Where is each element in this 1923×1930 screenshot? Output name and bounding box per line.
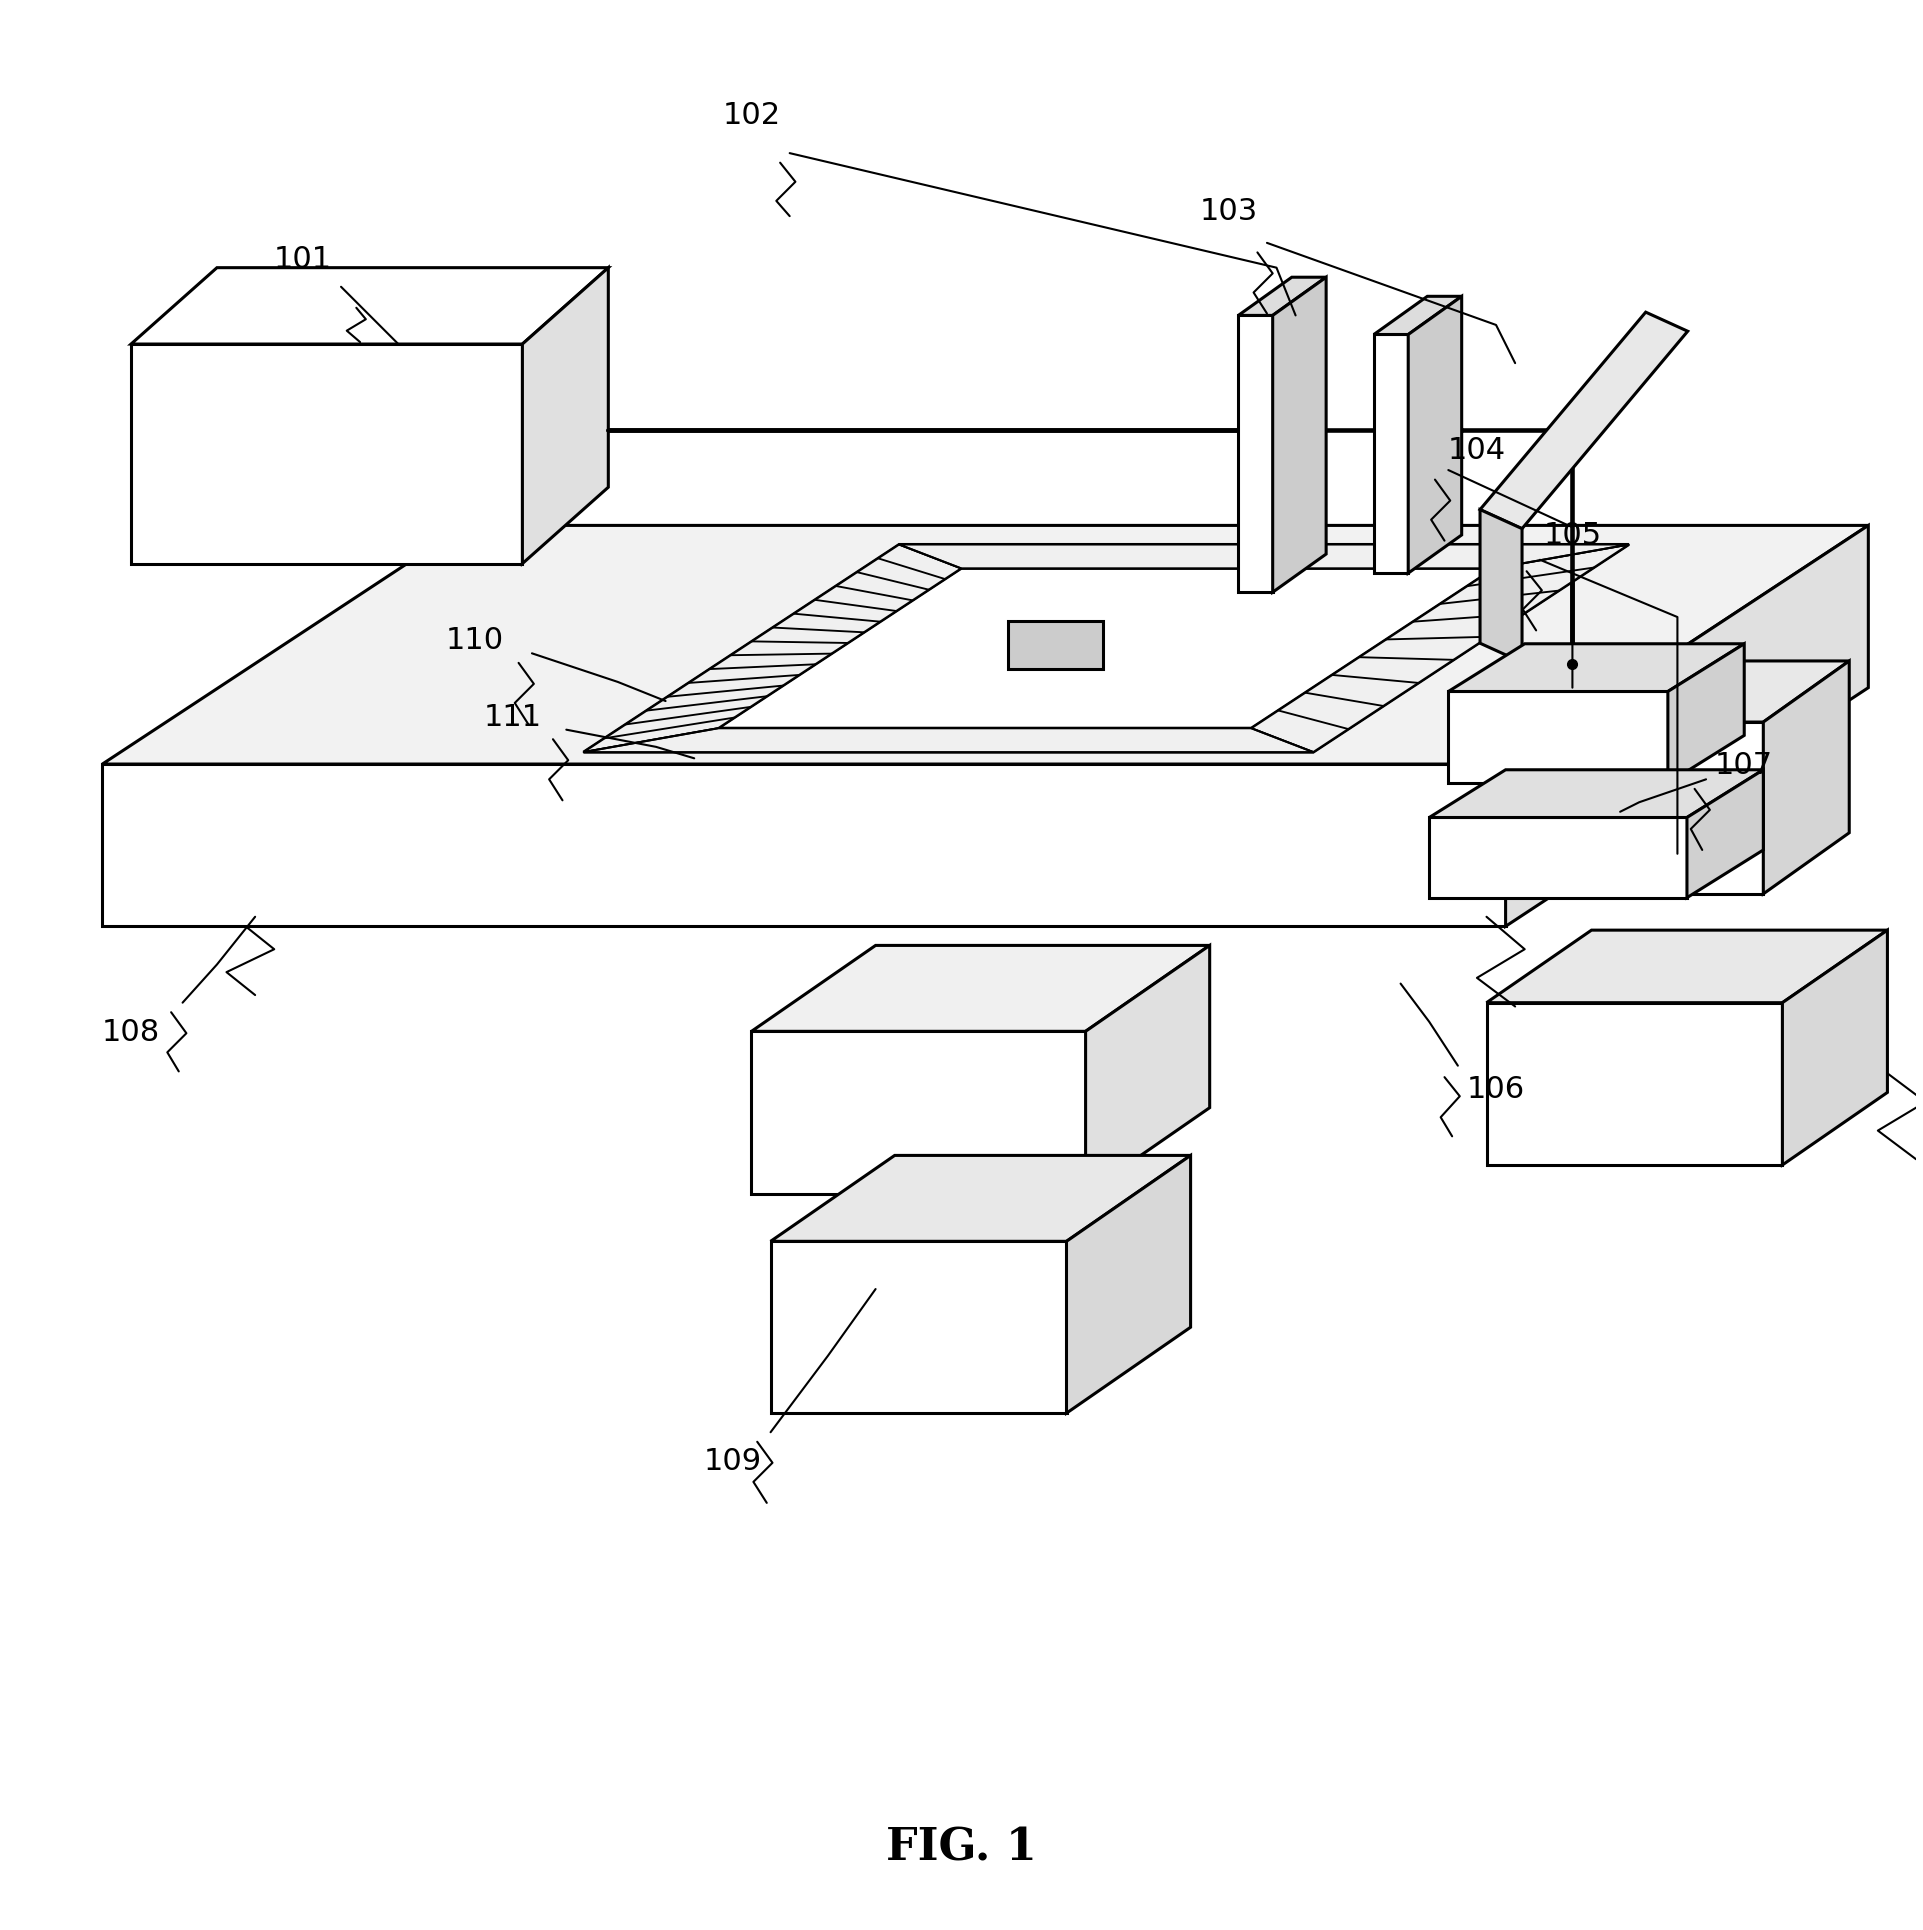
Text: 111: 111 <box>485 703 542 731</box>
Polygon shape <box>1273 278 1327 593</box>
Polygon shape <box>131 345 523 564</box>
Polygon shape <box>131 268 608 345</box>
Polygon shape <box>1408 297 1461 573</box>
Polygon shape <box>102 527 1869 764</box>
Polygon shape <box>900 544 1629 569</box>
Polygon shape <box>1667 645 1744 784</box>
Polygon shape <box>1238 317 1273 593</box>
Polygon shape <box>1086 946 1210 1195</box>
Polygon shape <box>1686 770 1763 897</box>
Polygon shape <box>1763 662 1850 894</box>
Text: 106: 106 <box>1467 1075 1525 1104</box>
Polygon shape <box>1373 297 1461 336</box>
Polygon shape <box>583 544 962 753</box>
Text: 109: 109 <box>704 1448 762 1476</box>
Polygon shape <box>1535 662 1850 722</box>
Polygon shape <box>717 569 1494 730</box>
Polygon shape <box>1535 722 1763 894</box>
Polygon shape <box>1486 930 1886 1004</box>
Text: 102: 102 <box>723 102 781 131</box>
Polygon shape <box>523 268 608 564</box>
Polygon shape <box>1481 510 1521 664</box>
Text: 104: 104 <box>1448 436 1506 465</box>
Text: 108: 108 <box>102 1017 160 1046</box>
Text: 105: 105 <box>1544 521 1602 550</box>
Polygon shape <box>752 946 1210 1033</box>
Polygon shape <box>1429 818 1686 897</box>
Text: 107: 107 <box>1715 751 1773 780</box>
Polygon shape <box>1448 693 1667 784</box>
Polygon shape <box>1429 770 1763 818</box>
Polygon shape <box>1067 1156 1190 1413</box>
Polygon shape <box>1481 313 1688 529</box>
Polygon shape <box>102 764 1506 926</box>
Polygon shape <box>771 1156 1190 1241</box>
Polygon shape <box>1373 336 1408 573</box>
Polygon shape <box>1252 544 1629 753</box>
Text: 101: 101 <box>273 245 333 274</box>
Polygon shape <box>1008 621 1104 670</box>
Polygon shape <box>1486 1004 1783 1166</box>
Polygon shape <box>752 1033 1086 1195</box>
Polygon shape <box>583 730 1313 753</box>
Text: 103: 103 <box>1200 197 1258 226</box>
Polygon shape <box>771 1241 1067 1413</box>
Text: FIG. 1: FIG. 1 <box>887 1826 1036 1868</box>
Polygon shape <box>1506 527 1869 926</box>
Polygon shape <box>1448 645 1744 693</box>
Text: 110: 110 <box>446 625 504 654</box>
Polygon shape <box>1783 930 1886 1166</box>
Polygon shape <box>1238 278 1327 317</box>
